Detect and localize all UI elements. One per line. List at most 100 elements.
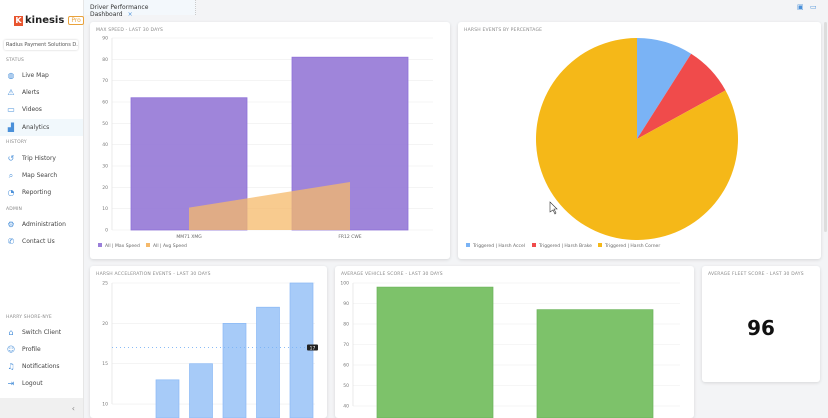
vehicle-score-chart: 40 50 60 70 80 90 100 [340,281,680,418]
y-tick-label: 100 [340,281,349,287]
y-tick-label: 60 [343,363,349,369]
y-tick-label: 40 [102,142,108,148]
sidebar-section-label: ADMIN [6,207,23,212]
sidebar-item-label: Trip History [22,155,56,162]
y-tick-label: 50 [343,383,349,389]
sidebar-item-label: Analytics [22,124,50,131]
sidebar-item-analytics[interactable]: ▟ Analytics [0,119,83,136]
sidebar-item-label: Videos [22,106,42,113]
legend-swatch [98,243,102,247]
analytics-icon: ▟ [7,122,15,132]
collapse-sidebar-button[interactable]: ‹ [0,398,83,418]
y-tick-label: 10 [102,206,108,212]
sidebar-item-profile[interactable]: ☺ Profile [0,341,83,358]
harsh-acceleration-card: HARSH ACCELERATION EVENTS - LAST 30 DAYS… [90,266,327,418]
alert-icon: ⚠ [7,87,15,97]
sidebar-item-label: Contact Us [22,238,55,245]
logout-icon: ⇥ [7,378,15,388]
average-label: 17 [310,345,316,351]
sidebar-item-logout[interactable]: ⇥ Logout [0,375,83,392]
harsh-events-pie: Triggered | Harsh Accel Triggered | Harsh… [466,38,738,249]
sidebar-item-trip-history[interactable]: ↺ Trip History [0,150,83,167]
tab-label: Driver Performance Dashboard [90,4,149,18]
save-icon[interactable]: ▣ [797,3,804,11]
video-icon: ▭ [7,104,15,114]
logo-text: kinesis [25,15,65,26]
home-icon: ⌂ [8,327,14,337]
sidebar-item-label: Switch Client [22,329,62,336]
y-tick-label: 80 [102,57,108,63]
sidebar-item-label: Alerts [22,89,40,96]
fleet-score-card: AVERAGE FLEET SCORE - LAST 30 DAYS 96 [702,266,820,382]
vehicle-score-bar [536,309,654,418]
mouse-cursor-icon [549,201,558,215]
x-tick-label: MM71 XMG [176,234,202,240]
y-tick-label: 90 [102,36,108,42]
y-tick-label: 40 [343,404,349,410]
pie-slice-harsh-accel [637,38,692,139]
legend-label: Triggered | Harsh Brake [538,243,592,249]
y-tick-label: 15 [102,361,108,367]
y-tick-label: 80 [343,322,349,328]
phone-icon: ✆ [7,236,15,246]
harsh-accel-bar [155,379,180,418]
chart-title: HARSH ACCELERATION EVENTS - LAST 30 DAYS [96,272,211,277]
folder-icon[interactable]: ▭ [810,3,817,11]
sidebar-item-administration[interactable]: ⚙ Administration [0,216,83,233]
tab-driver-performance-dashboard[interactable]: Driver Performance Dashboard × [84,0,196,18]
sidebar-item-label: Notifications [22,363,60,370]
pro-badge: Pro [68,16,84,25]
fleet-score-title: AVERAGE FLEET SCORE - LAST 30 DAYS [708,272,804,277]
chart-title: MAX SPEED - LAST 30 DAYS [96,28,164,33]
average-badge [307,344,318,351]
sidebar-item-label: Administration [22,221,66,228]
max-speed-card: MAX SPEED - LAST 30 DAYS 0 10 20 30 40 50 60 70… [90,22,450,259]
vehicle-score-card: AVERAGE VEHICLE SCORE - LAST 30 DAYS 40 5… [335,266,694,418]
chart-title: AVERAGE VEHICLE SCORE - LAST 30 DAYS [341,272,443,277]
sidebar-item-videos[interactable]: ▭ Videos [0,101,83,118]
sidebar-item-notifications[interactable]: ♫ Notifications [0,358,83,375]
sidebar-section-label: STATUS [6,58,25,63]
legend-label: All | Max Speed [105,243,140,249]
y-tick-label: 50 [102,121,108,127]
close-tab-icon[interactable]: × [127,11,133,18]
profile-icon: ☺ [6,344,16,354]
legend-swatch [146,243,150,247]
reporting-icon: ◔ [7,187,15,197]
sidebar-item-reporting[interactable]: ◔ Reporting [0,184,83,201]
pie-slice-harsh-brake [637,53,726,139]
y-tick-label: 0 [105,228,108,234]
kinesis-logo-icon: K [14,15,23,26]
legend-swatch [466,243,470,247]
scrollbar[interactable] [824,22,827,232]
y-tick-label: 70 [102,78,108,84]
sidebar-item-map-search[interactable]: ⌕ Map Search [0,167,83,184]
sidebar-item-switch-client[interactable]: ⌂ Switch Client [0,324,83,341]
chart-title: HARSH EVENTS BY PERCENTAGE [464,28,543,33]
sidebar-item-live-map[interactable]: ◍ Live Map [0,67,83,84]
client-selector[interactable]: Radius Payment Solutions D... [6,42,78,48]
legend-swatch [598,243,602,247]
y-tick-label: 10 [102,402,108,408]
harsh-accel-bar [222,322,247,418]
y-tick-label: 60 [102,100,108,106]
y-tick-label: 70 [343,342,349,348]
sidebar-section-label: HARRY SHORE-NYE [6,315,52,320]
y-tick-label: 90 [343,301,349,307]
x-tick-label: FR12 CWE [338,234,361,240]
harsh-acceleration-chart: 10 15 20 25 17 [102,281,318,418]
vehicle-score-bar [376,286,494,418]
y-tick-label: 25 [102,281,108,287]
harsh-events-card: HARSH EVENTS BY PERCENTAGE Triggered | H… [458,22,821,259]
sidebar-item-alerts[interactable]: ⚠ Alerts [0,84,83,101]
map-search-icon: ⌕ [8,170,14,180]
sidebar-item-label: Profile [22,346,41,353]
sidebar-item-label: Live Map [22,72,49,79]
sidebar-section-label: HISTORY [6,140,27,145]
sidebar-item-contact-us[interactable]: ✆ Contact Us [0,233,83,250]
bell-icon: ♫ [7,361,15,371]
history-icon: ↺ [7,153,15,163]
max-speed-chart: 0 10 20 30 40 50 60 70 80 90 MM71 XMG FR12 CWE All |… [98,36,433,249]
